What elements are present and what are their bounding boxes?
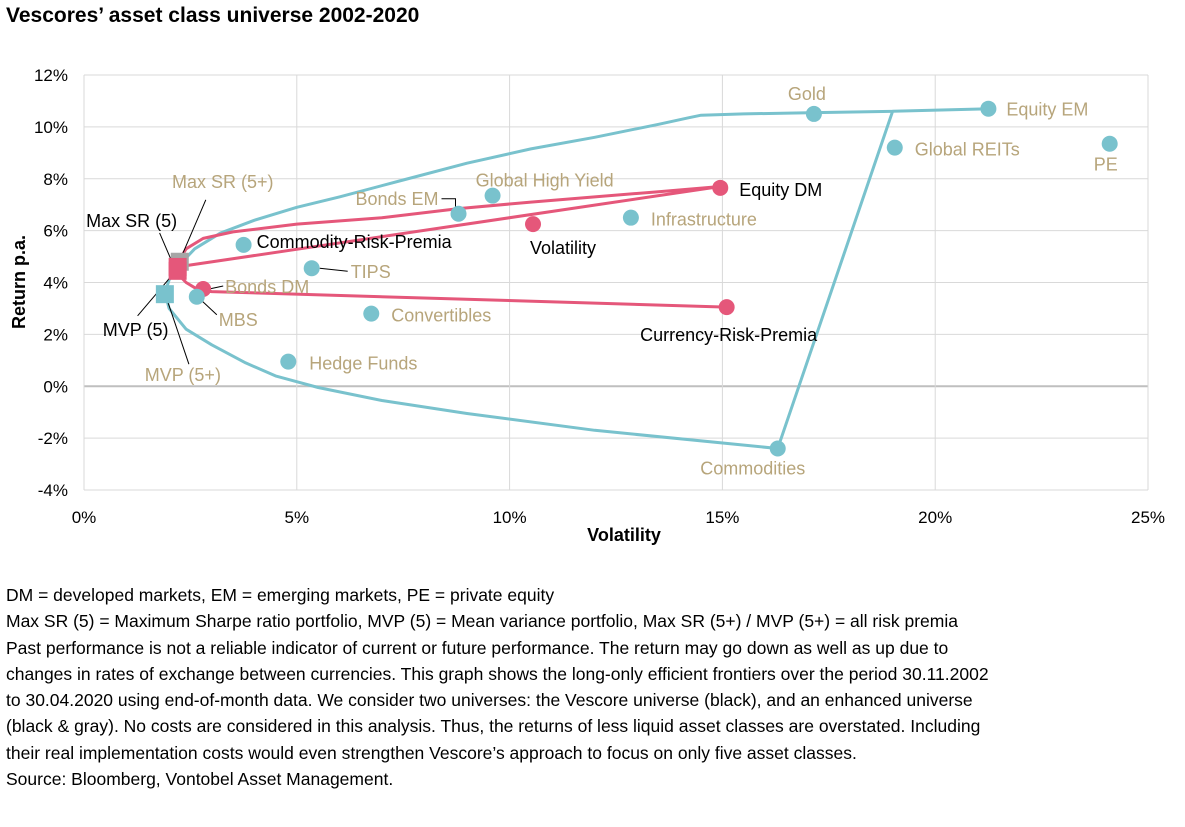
data-labels: Gold Equity EM Global REITs PE Equity DM Glob… [86,84,1118,479]
mvp-5-label: MVP (5) [103,320,169,340]
global-high-yield-label: Global High Yield [476,171,614,191]
footnote-line: their real implementation costs would ev… [6,742,857,763]
footnote-line: DM = developed markets, EM = emerging ma… [6,585,555,605]
currency-risk-premia-point [718,299,735,316]
footnote-line: Max SR (5) = Maximum Sharpe ratio portfo… [6,611,958,632]
y-tick-label: 2% [43,325,68,344]
equity-dm-point [712,179,729,196]
mvp-5-marker [168,261,187,280]
frontier-line-vescore [176,185,727,309]
bonds-dm-label: Bonds DM [225,277,309,297]
data-points [155,100,1118,457]
volatility-label: Volatility [530,238,596,258]
x-tick-label: 15% [705,508,739,527]
infrastructure-point [622,209,639,226]
max-sr-5-label: Max SR (5) [86,211,177,231]
bonds-em-leader [441,198,456,208]
frontier-line-enhanced [163,107,992,450]
chart-title: Vescores’ asset class universe 2002-2020 [6,4,420,27]
bonds-dm-leader [209,285,224,290]
equity-em-label: Equity EM [1006,100,1088,120]
y-tick-label: 4% [43,274,68,293]
max-sr-5-leader [159,232,173,262]
y-tick-label: -4% [38,481,68,500]
y-tick-label: 6% [43,222,68,241]
x-tick-label: 0% [72,508,97,527]
footnote-line: Source: Bloomberg, Vontobel Asset Manage… [6,769,394,790]
currency-risk-premia-label: Currency-Risk-Premia [640,325,818,345]
hedge-funds-label: Hedge Funds [309,354,417,374]
pe-point [1101,135,1118,152]
convertibles-label: Convertibles [391,306,491,326]
pe-label: PE [1094,155,1118,175]
volatility-point [525,216,542,233]
tips-label: TIPS [351,262,391,282]
chart-grid [83,74,1149,491]
mbs-label: MBS [219,310,258,330]
hedge-funds-point [280,353,297,370]
commodities-point [769,440,786,457]
tips-point [303,260,320,277]
equity-dm-label: Equity DM [739,180,822,200]
global-reits-point [886,139,903,156]
global-reits-label: Global REITs [915,140,1020,160]
infrastructure-label: Infrastructure [651,210,757,230]
x-tick-label: 10% [493,508,527,527]
convertibles-point [363,305,380,322]
footnote-line: to 30.04.2020 using end-of-month data. W… [6,690,973,711]
gold-label: Gold [788,84,826,104]
x-axis-label: Volatility [587,525,661,545]
max-sr-5-label: Max SR (5+) [172,172,274,192]
y-tick-label: 12% [34,66,68,85]
y-axis-label: Return p.a. [9,235,29,329]
commodity-risk-premia-label: Commodity-Risk-Premia [257,232,453,252]
chart-axes: 12%10%8%6%4%2%0%-2%-4%0% 5% 10% 15% 20% 25% [34,66,1165,527]
mvp-5-leader [137,275,172,317]
bonds-em-label: Bonds EM [355,189,438,209]
tips-leader [319,267,348,272]
mvp-5-label: MVP (5+) [145,365,221,385]
footnote-line: changes in rates of exchange between cur… [6,663,989,684]
footnote-line: Past performance is not a reliable indic… [6,637,949,658]
y-tick-label: 8% [43,170,68,189]
mvp-5-marker [155,285,174,304]
y-tick-label: 0% [43,377,68,396]
y-tick-label: 10% [34,118,68,137]
y-tick-label: -2% [38,429,68,448]
footnote-line: (black & gray). No costs are considered … [6,716,981,737]
efficient-frontier-chart: 12%10%8%6%4%2%0%-2%-4%0% 5% 10% 15% 20% 25% G… [9,66,1165,545]
x-tick-label: 5% [285,508,310,527]
mbs-leader [201,300,218,316]
frontier-lines [163,107,992,450]
max-sr-5-leader [181,199,207,256]
x-tick-label: 25% [1131,508,1165,527]
label-leader-lines [137,198,456,365]
mvp-5-leader [167,302,190,365]
bonds-em-point [450,205,467,222]
gold-point [805,105,822,122]
commodity-risk-premia-point [235,236,252,253]
global-high-yield-point [484,187,501,204]
equity-em-point [980,100,997,117]
mbs-point [188,288,205,305]
x-tick-label: 20% [918,508,952,527]
footnotes: DM = developed markets, EM = emerging ma… [6,582,1176,792]
commodities-label: Commodities [700,459,805,479]
